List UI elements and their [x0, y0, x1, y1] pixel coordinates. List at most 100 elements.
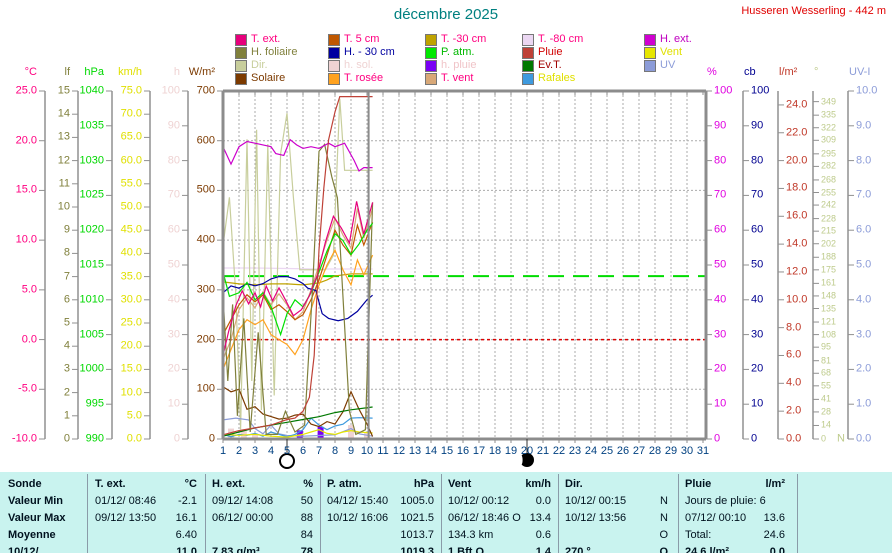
table-cell: 04/12/ 15:40 — [327, 495, 389, 507]
axis-tick-label: 1020 — [79, 223, 104, 236]
axis-tick-label: 202 — [821, 238, 837, 249]
axis-tick-label: 55 — [821, 380, 832, 391]
table-cell: 13.6 — [763, 512, 785, 524]
table-cell: 88 — [300, 512, 313, 524]
x-axis-day-label: 9 — [347, 445, 355, 457]
table-cell: 10/12/ 00:12 — [448, 495, 510, 507]
axis-title-°C: °C — [24, 66, 37, 78]
axis-tick-label: 2 — [63, 386, 70, 399]
axis-tick-label: 3.0 — [856, 328, 872, 341]
axis-tick-label: 7.0 — [856, 188, 872, 201]
table-cell: H. ext. — [212, 478, 246, 490]
table-separator — [441, 474, 442, 553]
axis-tick-label: 50 — [751, 258, 764, 271]
table-cell: 09/12/ 14:08 — [212, 495, 274, 507]
legend-label: T. rosée — [344, 72, 384, 84]
table-cell: °C — [184, 478, 197, 490]
axis-tick-label: 40 — [167, 293, 180, 306]
axis-tick-label: 700 — [196, 84, 215, 97]
series-bar-h. sol. — [252, 433, 258, 439]
x-axis-day-label: 27 — [632, 445, 646, 457]
axis-tick-label: 10 — [751, 397, 764, 410]
x-axis-day-label: 21 — [536, 445, 550, 457]
axis-tick-label: 60 — [751, 223, 764, 236]
table-cell: Moyenne — [8, 529, 56, 541]
axis-tick-label: 5 — [63, 316, 70, 329]
series-line-H. foliaire — [222, 143, 374, 436]
table-separator — [558, 474, 559, 553]
stats-table: Sonde Valeur Min Valeur Max Moyenne 10/12/T.… — [0, 472, 892, 553]
axis-tick-label: 8 — [63, 246, 70, 259]
legend-label: H. ext. — [660, 33, 692, 45]
axis-tick-label: 3 — [63, 362, 70, 375]
table-cell: N — [660, 512, 668, 524]
axis-tick-label: 295 — [821, 148, 837, 159]
table-cell: 1021.5 — [400, 512, 434, 524]
axis-tick-label: 309 — [821, 134, 837, 145]
x-axis-day-label: 22 — [552, 445, 566, 457]
axis-tick-label: 28 — [821, 406, 832, 417]
legend-swatch-icon — [235, 60, 247, 72]
axis-tick-label: 4.0 — [856, 293, 872, 306]
x-axis-day-label: 14 — [424, 445, 438, 457]
axis-tick-label: 25.0 — [120, 316, 142, 329]
x-axis-day-label: 2 — [235, 445, 243, 457]
axis-tick-label: 0.0 — [786, 432, 802, 445]
axis-tick-label: 80 — [714, 154, 727, 167]
table-cell: 01/12/ 08:46 — [95, 495, 157, 507]
moon-crescent — [519, 455, 523, 465]
axis-tick-label: 6.0 — [786, 348, 802, 361]
x-axis-day-label: 17 — [472, 445, 486, 457]
table-cell: hPa — [413, 478, 434, 490]
x-axis-day-label: 1 — [219, 445, 227, 457]
axis-tick-label: 20.0 — [786, 154, 808, 167]
axis-tick-label: 30 — [167, 328, 180, 341]
axis-tick-label: 10 — [57, 200, 70, 213]
legend-swatch-icon — [328, 60, 340, 72]
axis-tick-label: 1010 — [79, 293, 104, 306]
axis-tick-label: 60 — [714, 223, 727, 236]
axis-tick-label: 90 — [714, 119, 727, 132]
axis-tick-label: 60 — [167, 223, 180, 236]
series-line-T. -80 cm — [223, 267, 373, 270]
table-cell: 24.6 — [763, 529, 785, 541]
station-label: Husseren Wesserling - 442 m — [741, 5, 886, 17]
axis-tick-label: 1040 — [79, 84, 104, 97]
table-cell: 09/12/ 13:50 — [95, 512, 157, 524]
axis-tick-label: 18.0 — [786, 181, 808, 194]
table-cell: 0.0 — [535, 495, 551, 507]
table-cell: 06/12/ 18:46 O — [448, 512, 521, 524]
axis-extra-label: N — [837, 432, 845, 445]
series-line-T. ext. — [222, 201, 374, 356]
series-line-T. rosée — [222, 248, 374, 370]
x-axis-day-label: 30 — [680, 445, 694, 457]
legend-label: UV — [660, 59, 676, 71]
axis-tick-label: 0 — [208, 432, 215, 445]
table-cell: 10/12/ 00:15 — [565, 495, 627, 507]
axis-tick-label: 175 — [821, 264, 837, 275]
legend-swatch-icon — [235, 47, 247, 59]
axis-tick-label: 0.0 — [126, 432, 142, 445]
x-axis-day-label: 29 — [664, 445, 678, 457]
axis-tick-label: 16.0 — [786, 209, 808, 222]
table-cell: 11.0 — [176, 546, 197, 553]
table-cell: 16.1 — [175, 512, 197, 524]
axis-tick-label: 50 — [167, 258, 180, 271]
page-title: décembre 2025 — [393, 6, 499, 23]
table-cell: 84 — [300, 529, 313, 541]
axis-tick-label: 20 — [167, 362, 180, 375]
axis-tick-label: 5.0 — [856, 258, 872, 271]
table-cell: 7.83 g/m³ — [212, 546, 260, 553]
legend-label: T. vent — [441, 72, 474, 84]
axis-tick-label: 68 — [821, 367, 832, 378]
legend-label: H. foliaire — [251, 46, 298, 58]
table-cell: 07/12/ 00:10 — [685, 512, 747, 524]
axis-tick-label: 65.0 — [120, 130, 142, 143]
table-cell: 1019.3 — [400, 546, 434, 553]
x-axis-day-label: 13 — [408, 445, 422, 457]
axis-tick-label: 100 — [196, 382, 215, 395]
legend-swatch-icon — [425, 60, 437, 72]
new-moon-marker — [520, 453, 534, 467]
axis-tick-label: 335 — [821, 109, 837, 120]
axis-tick-label: 60.0 — [120, 154, 142, 167]
